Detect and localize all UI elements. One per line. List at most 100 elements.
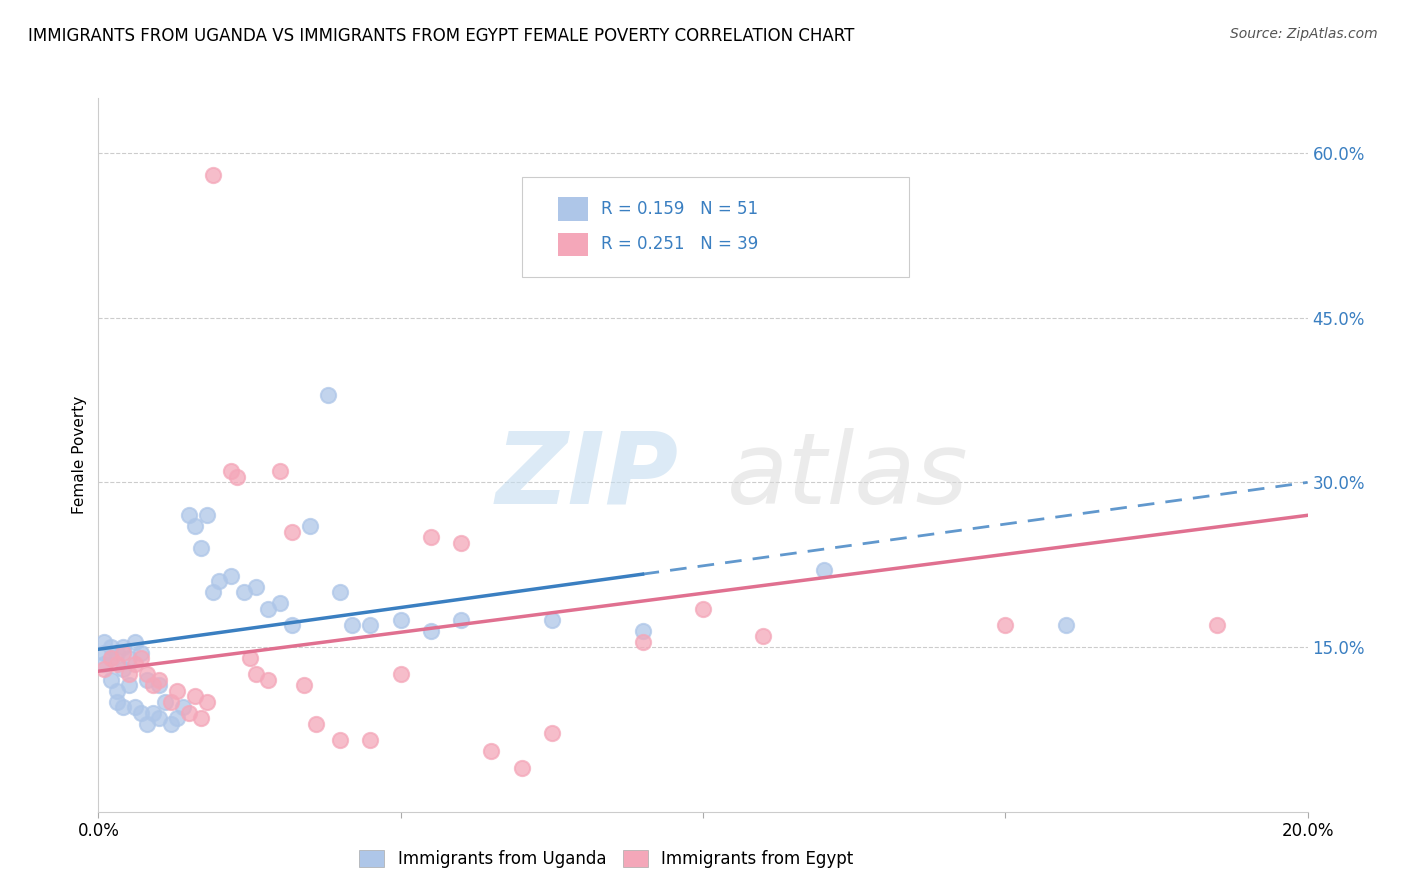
Point [195,508,218,523]
Point [148,711,170,725]
Point [135,717,157,731]
Point [160,695,183,709]
Point [389,667,412,681]
Point [129,706,152,720]
Point [118,651,141,665]
Point [93,657,115,671]
Text: Source: ZipAtlas.com: Source: ZipAtlas.com [1230,27,1378,41]
Point [184,690,207,704]
Point [994,618,1017,632]
Point [305,717,328,731]
Point [93,662,115,676]
Point [111,662,134,676]
Point [195,695,218,709]
Point [256,601,278,615]
Point [166,711,188,725]
Point [481,744,503,758]
Point [124,657,146,671]
Point [202,585,225,599]
Point [221,464,243,478]
Point [105,695,128,709]
Point [179,508,201,523]
Point [245,667,267,681]
Point [172,700,194,714]
Point [148,678,170,692]
Point [420,624,443,638]
Point [142,706,165,720]
Point [342,618,364,632]
Point [813,563,835,577]
Point [245,580,267,594]
Point [105,684,128,698]
Point [153,695,176,709]
Point [221,568,243,582]
Point [389,613,412,627]
Point [124,634,146,648]
Point [118,678,141,692]
Point [118,667,141,681]
Point [692,601,714,615]
FancyBboxPatch shape [522,177,908,277]
Point [540,613,562,627]
Point [160,717,183,731]
Point [450,613,472,627]
Point [148,673,170,687]
Point [184,519,207,533]
Text: ZIP: ZIP [496,428,679,524]
Point [752,629,775,643]
Point [292,678,315,692]
Point [232,585,254,599]
Bar [558,197,588,220]
Point [208,574,231,589]
Bar [558,233,588,256]
Point [269,596,291,610]
Point [179,706,201,720]
Point [135,673,157,687]
Point [510,761,533,775]
Text: R = 0.251   N = 39: R = 0.251 N = 39 [602,235,759,253]
Point [111,646,134,660]
Point [166,684,188,698]
Point [631,624,654,638]
Point [100,673,122,687]
Point [142,678,165,692]
Point [129,646,152,660]
Point [239,651,262,665]
Legend: Immigrants from Uganda, Immigrants from Egypt: Immigrants from Uganda, Immigrants from … [353,843,860,875]
Point [269,464,291,478]
Point [281,618,304,632]
Point [299,519,322,533]
Point [316,387,339,401]
Point [226,470,249,484]
Point [111,640,134,654]
Point [105,657,128,671]
Point [93,646,115,660]
Text: R = 0.159   N = 51: R = 0.159 N = 51 [602,200,759,218]
Point [93,634,115,648]
Point [1054,618,1077,632]
Point [190,541,212,556]
Point [420,530,443,544]
Point [100,651,122,665]
Point [190,711,212,725]
Text: IMMIGRANTS FROM UGANDA VS IMMIGRANTS FROM EGYPT FEMALE POVERTY CORRELATION CHART: IMMIGRANTS FROM UGANDA VS IMMIGRANTS FRO… [28,27,855,45]
Point [450,535,472,549]
Point [129,651,152,665]
Point [202,168,225,182]
Point [631,634,654,648]
Point [329,733,352,747]
Point [329,585,352,599]
Point [540,725,562,739]
Point [100,640,122,654]
Point [1206,618,1229,632]
Point [360,618,382,632]
Point [105,646,128,660]
Text: atlas: atlas [727,428,969,524]
Point [360,733,382,747]
Point [111,700,134,714]
Point [281,524,304,539]
Point [135,667,157,681]
Point [124,700,146,714]
Point [100,651,122,665]
Y-axis label: Female Poverty: Female Poverty [72,396,87,514]
